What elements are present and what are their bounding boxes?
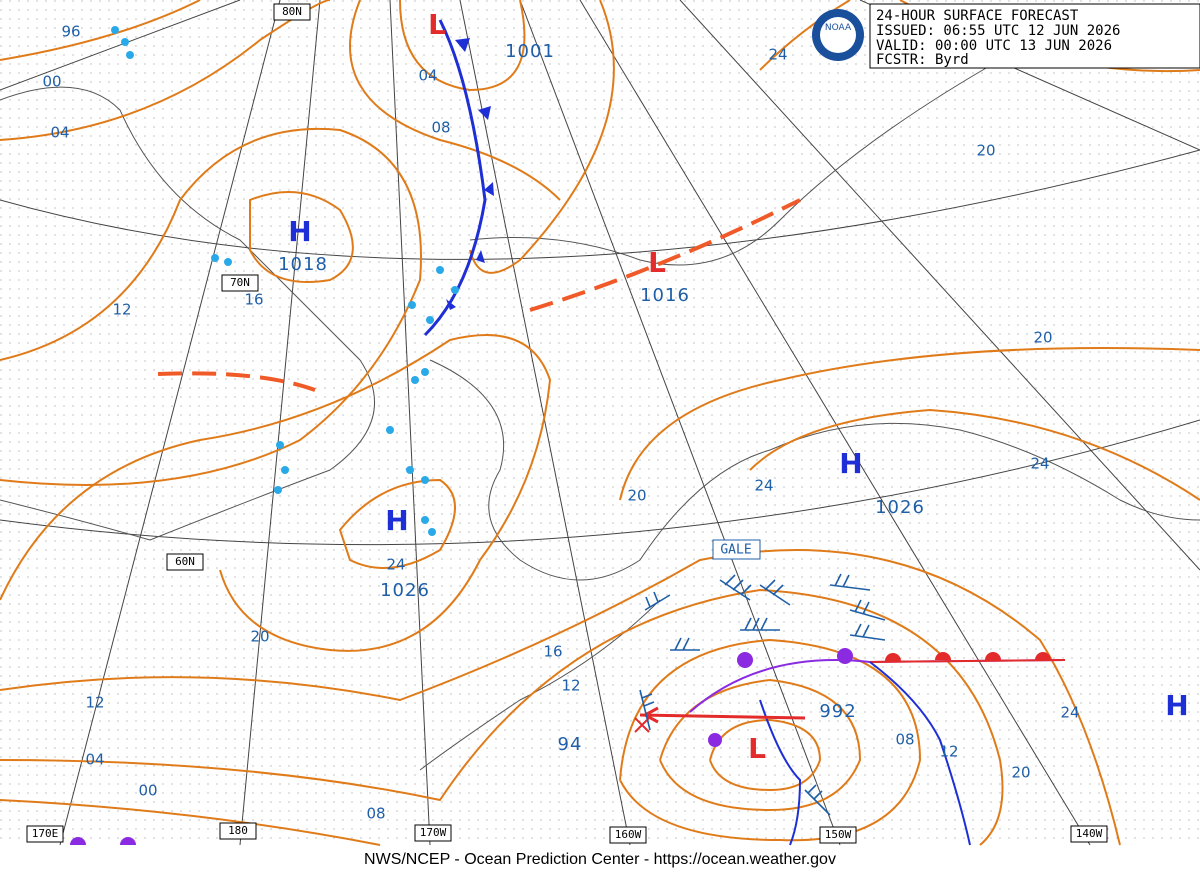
label-box	[219, 822, 257, 840]
label-box	[273, 3, 311, 21]
isobar-label: 08	[895, 731, 914, 749]
graticule-label: 170W	[420, 826, 447, 839]
isobar-label: 04	[418, 67, 437, 85]
isobar-label: 12	[112, 301, 131, 319]
isobar-label: 96	[61, 23, 80, 41]
graticule-label: 180	[228, 824, 248, 837]
isobar-label: 20	[1011, 764, 1030, 782]
isobar-label: 24	[1030, 455, 1049, 473]
isobar-label: 20	[250, 628, 269, 646]
graticule-label: 160W	[615, 828, 642, 841]
system-letter: L	[748, 732, 766, 765]
graticule-labels: 80N 70N 60N 170E 180 170W 160W 150W 140W	[26, 3, 1108, 844]
system-pressure: 992	[819, 701, 856, 722]
header: NOAA 24-HOUR SURFACE FORECAST ISSUED: 06…	[812, 3, 1200, 69]
isobar-label: 12	[85, 694, 104, 712]
isobar-label: 24	[386, 556, 405, 574]
system-letter: H	[288, 215, 311, 248]
label-box	[1070, 825, 1108, 843]
label-box	[26, 825, 64, 843]
system-letter: H	[385, 504, 408, 537]
isobars	[0, 0, 1200, 846]
graticule-label: 140W	[1076, 827, 1103, 840]
graticule-label: 170E	[32, 827, 59, 840]
graticule	[0, 0, 1200, 846]
header-title: 24-HOUR SURFACE FORECAST	[876, 8, 1079, 24]
isobar-label: 16	[543, 643, 562, 661]
graticule-label: 150W	[825, 828, 852, 841]
label-box	[609, 826, 647, 844]
pressure-systems: L 1001 H 1018 L 1016 H 1026 H 1026 L 992…	[278, 8, 1189, 765]
system-letter: H	[839, 447, 862, 480]
isobar-label: 24	[754, 477, 773, 495]
isobar-label: 12	[939, 743, 958, 761]
system-pressure: 1016	[640, 285, 690, 306]
system-pressure: 1026	[380, 580, 430, 601]
forecast-pressure: 94	[558, 734, 583, 755]
system-pressure: 1018	[278, 254, 328, 275]
footer: NWS/NCEP - Ocean Prediction Center - htt…	[364, 851, 836, 868]
isobar-label: 00	[42, 73, 61, 91]
isobar-label: 04	[50, 124, 69, 142]
header-issued: ISSUED: 06:55 UTC 12 JUN 2026	[876, 23, 1120, 39]
isobar-label: 08	[366, 805, 385, 823]
isobar-label: 24	[768, 46, 787, 64]
gale-warning: GALE	[720, 543, 751, 558]
label-box	[414, 824, 452, 842]
isobar-label: 00	[138, 782, 157, 800]
system-letter: L	[428, 8, 446, 41]
isobar-label: 12	[561, 677, 580, 695]
isobar-label: 24	[1060, 704, 1079, 722]
system-pressure: 1026	[875, 497, 925, 518]
label-box	[819, 826, 857, 844]
header-box	[869, 3, 1200, 69]
label-box	[221, 274, 259, 292]
graticule-label: 60N	[175, 555, 195, 568]
graticule-label: 80N	[282, 5, 302, 18]
system-pressure: 1001	[505, 41, 555, 62]
isobar-labels: 96 00 04 04 08 12 16 24 20 20 24 24 20 24 20 16 12 12 04 00…	[42, 23, 1079, 823]
snow-dots	[111, 26, 459, 536]
isobar-label: 20	[627, 487, 646, 505]
wind-barbs	[639, 573, 886, 816]
isobar-label: 16	[244, 291, 263, 309]
isobar-label: 20	[1033, 329, 1052, 347]
system-letter: L	[648, 246, 666, 279]
fronts	[70, 19, 1066, 846]
graticule-label: 70N	[230, 276, 250, 289]
system-letter: H	[1165, 689, 1188, 722]
gale-box	[712, 539, 761, 560]
logo-text: NOAA	[825, 23, 852, 33]
isobar-label: 04	[85, 751, 104, 769]
isobar-label: 08	[431, 119, 450, 137]
header-forecaster: FCSTR: Byrd	[876, 52, 969, 68]
isobar-label: 20	[976, 142, 995, 160]
header-valid: VALID: 00:00 UTC 13 JUN 2026	[876, 38, 1112, 54]
label-box	[166, 553, 204, 571]
